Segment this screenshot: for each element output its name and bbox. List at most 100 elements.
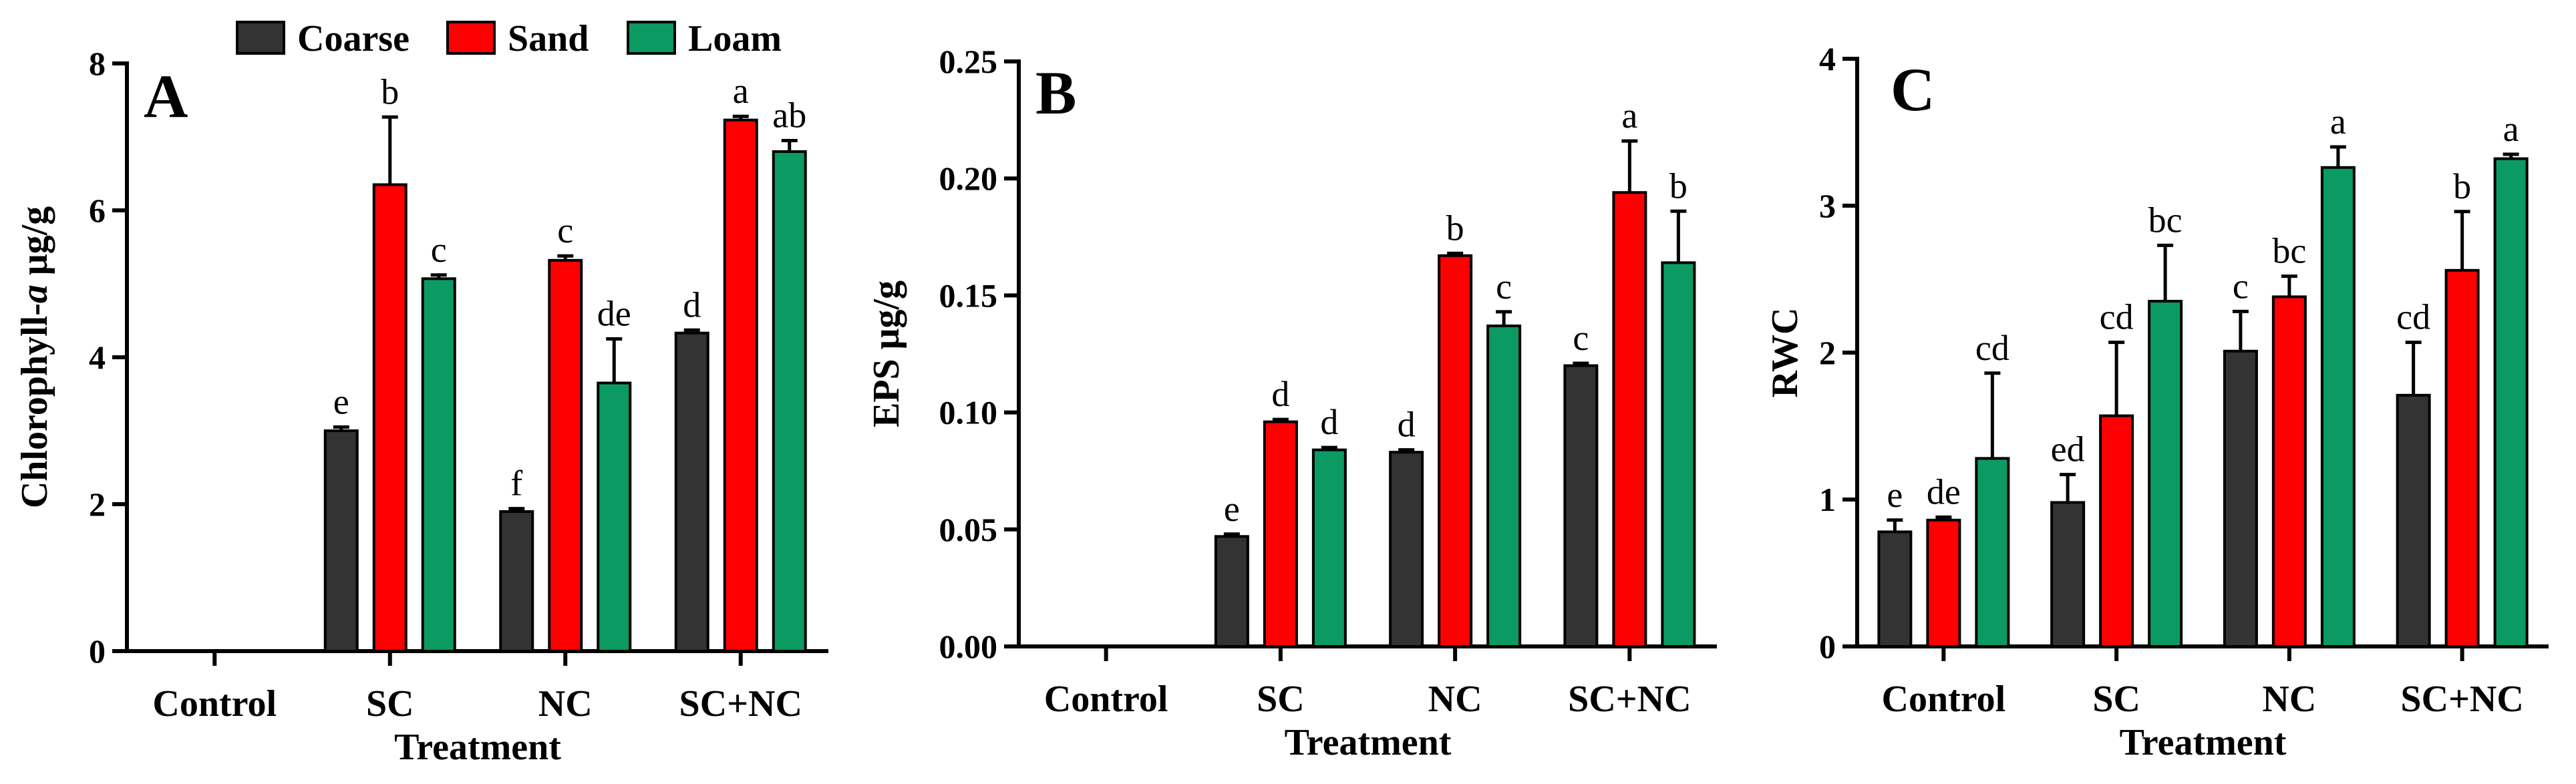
significance-letter: c (2233, 266, 2249, 306)
bar-coarse (2396, 393, 2431, 648)
bar-coarse (1214, 535, 1249, 648)
legend: Coarse Sand Loam (236, 18, 782, 59)
x-axis-title: Treatment (1285, 722, 1452, 763)
y-axis-title: RWC (1764, 308, 1806, 398)
x-tick-label: NC (538, 683, 593, 725)
significance-letter: ab (772, 95, 806, 136)
bar-sand (2271, 295, 2307, 648)
bar-sand (1263, 420, 1298, 648)
y-tick-label: 0.25 (939, 43, 998, 80)
bar-loam (2320, 166, 2356, 648)
significance-letter: cd (2396, 297, 2430, 337)
significance-letter: a (733, 71, 749, 111)
legend-swatch (627, 21, 676, 55)
x-tick-label: SC+NC (1568, 678, 1691, 720)
significance-letter: a (2503, 109, 2519, 149)
significance-letter: b (1446, 208, 1464, 248)
x-tick-label: SC (2092, 678, 2140, 720)
x-tick-label: SC+NC (679, 683, 802, 725)
y-tick-label: 4 (1819, 40, 1836, 77)
x-tick-label: Control (152, 683, 277, 725)
bar-sand (1612, 191, 1647, 648)
significance-letter: d (683, 284, 701, 325)
y-tick-label: 1 (1819, 481, 1836, 518)
significance-letter: d (1271, 374, 1289, 414)
bar-loam (421, 277, 456, 652)
bar-coarse (1389, 451, 1424, 648)
significance-letter: a (2330, 102, 2346, 142)
legend-item-coarse: Coarse (236, 18, 410, 59)
x-axis-title: Treatment (2120, 722, 2287, 763)
y-tick-label: 4 (89, 339, 106, 376)
bar-coarse (1877, 530, 1913, 648)
significance-letter: c (1573, 318, 1589, 358)
bar-sand (372, 183, 408, 652)
y-axis-title: Chlorophyll-a μg/g (14, 206, 55, 508)
significance-letter: f (510, 463, 522, 504)
bar-sand (1926, 518, 1961, 648)
significance-letter: b (381, 71, 399, 112)
legend-item-loam: Loam (627, 18, 782, 59)
y-tick-label: 3 (1819, 187, 1836, 224)
x-tick-label: NC (1428, 678, 1482, 720)
bar-sand (2444, 268, 2480, 648)
chart-panel-a: 0 2 4 6 8 Control SC NC SC+NC Treatment Chlorophyl… (14, 45, 828, 768)
significance-letter: b (2453, 166, 2471, 206)
bar-loam (1975, 457, 2010, 648)
x-tick-label: SC (1257, 678, 1305, 720)
bar-coarse (674, 331, 709, 652)
significance-letter: c (431, 230, 447, 270)
x-tick-label: SC+NC (2400, 678, 2523, 720)
x-tick-label: Control (1882, 678, 2006, 720)
significance-letter: c (1496, 266, 1512, 307)
significance-letter: e (333, 382, 349, 422)
bar-sand (548, 258, 583, 652)
chart-panel-b: 0.00 0.05 0.10 0.15 0.20 0.25 Control SC NC SC+NC… (866, 43, 1717, 763)
significance-letter: bc (2148, 200, 2183, 240)
y-tick-label: 0.10 (939, 394, 998, 431)
panel-label: B (1035, 59, 1076, 127)
y-tick-label: 6 (89, 192, 106, 229)
significance-letter: de (1927, 471, 1961, 512)
bar-loam (1311, 448, 1347, 648)
significance-letter: de (597, 294, 631, 334)
bar-sand (723, 118, 758, 652)
significance-letter: a (1621, 95, 1637, 136)
significance-letter: e (1887, 475, 1903, 515)
legend-item-sand: Sand (446, 18, 589, 59)
significance-letter: b (1669, 166, 1687, 206)
panel-label: C (1891, 55, 1935, 124)
significance-letter: ed (2051, 429, 2085, 469)
significance-letter: d (1320, 402, 1338, 442)
bar-loam (1661, 261, 1696, 648)
y-tick-label: 2 (89, 485, 106, 523)
y-axis-title: EPS μg/g (866, 280, 907, 427)
legend-swatch (236, 21, 285, 55)
bar-loam (1486, 324, 1522, 648)
bar-coarse (2050, 501, 2086, 648)
chart-panels: 0 2 4 6 8 Control SC NC SC+NC Treatment Chlorophyl… (14, 40, 2549, 768)
bar-loam (2493, 157, 2529, 648)
x-tick-label: Control (1044, 678, 1168, 720)
significance-letter: cd (1975, 328, 2009, 368)
bar-sand (2099, 414, 2134, 648)
bar-coarse (1563, 364, 1599, 648)
bar-loam (772, 150, 807, 652)
panel-label: A (144, 62, 188, 130)
legend-label: Sand (508, 18, 589, 59)
chart-panel-c: 0 1 2 3 4 Control SC NC SC+NC Treatment RWC Ce ed c cd… (1764, 40, 2549, 763)
y-tick-label: 0.15 (939, 276, 998, 314)
legend-label: Coarse (297, 18, 410, 59)
legend-label: Loam (688, 18, 782, 59)
y-tick-label: 0 (89, 632, 106, 670)
bar-coarse (323, 429, 359, 652)
bar-coarse (2223, 349, 2258, 648)
y-tick-label: 0 (1819, 628, 1836, 665)
significance-letter: e (1224, 489, 1240, 529)
significance-letter: cd (2100, 297, 2134, 337)
legend-swatch (446, 21, 496, 55)
y-tick-label: 0.20 (939, 160, 998, 197)
significance-letter: c (557, 210, 573, 250)
y-tick-label: 8 (89, 45, 106, 82)
